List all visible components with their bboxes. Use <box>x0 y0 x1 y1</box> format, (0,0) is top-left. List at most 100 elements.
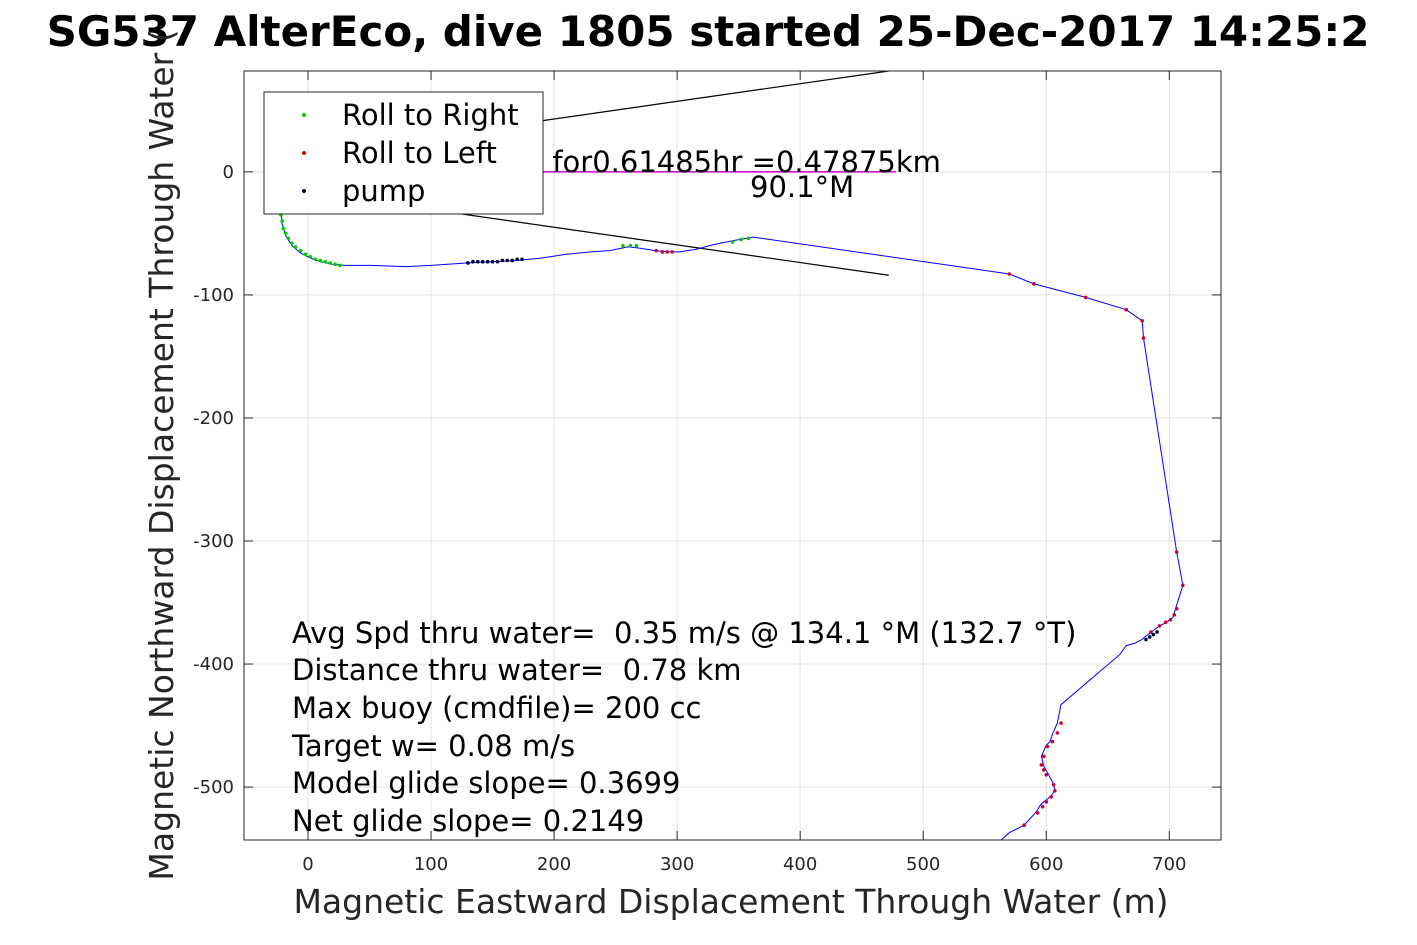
y-tick-label: -200 <box>193 408 234 429</box>
roll-left-point <box>1141 336 1146 340</box>
roll-left-point <box>654 248 659 253</box>
y-tick-label: -400 <box>193 654 234 675</box>
roll-left-point <box>1044 800 1049 804</box>
roll-left-point <box>1045 744 1050 749</box>
pump-point <box>500 258 505 263</box>
roll-left-point <box>1007 272 1012 276</box>
stat-target-w: Target w= 0.08 m/s <box>291 729 575 763</box>
roll-right-point <box>303 252 308 257</box>
y-tick-label: -500 <box>193 777 234 798</box>
roll-left-point <box>1157 624 1162 628</box>
roll-left-point <box>1040 804 1045 809</box>
roll-right-point <box>746 236 751 241</box>
y-tick-label: -300 <box>193 531 234 552</box>
legend-marker-pump <box>302 189 306 193</box>
stats-block: Avg Spd thru water= 0.35 m/s @ 134.1 °M … <box>291 616 1076 838</box>
legend-marker-roll-right <box>302 113 306 117</box>
roll-right-point <box>293 245 298 249</box>
roll-left-point <box>1083 295 1088 300</box>
roll-left-point <box>1059 721 1063 725</box>
pump-point <box>475 259 480 264</box>
roll-right-markers <box>279 213 751 268</box>
x-tick-label: 100 <box>414 854 448 875</box>
pump-point <box>490 259 495 264</box>
stat-net-glide: Net glide slope= 0.2149 <box>292 804 644 838</box>
roll-left-point <box>665 250 670 254</box>
roll-right-point <box>281 226 286 231</box>
chart-title: SG537 AlterEco, dive 1805 started 25-Dec… <box>47 7 1370 56</box>
roll-left-point <box>1163 620 1168 625</box>
roll-left-point <box>1149 630 1153 634</box>
roll-left-point <box>1174 550 1179 554</box>
roll-left-point <box>1044 772 1049 777</box>
roll-left-point <box>1053 788 1057 793</box>
legend: Roll to Right Roll to Left pump <box>263 91 544 215</box>
roll-left-point <box>1181 583 1185 588</box>
roll-left-point <box>1174 606 1179 611</box>
roll-left-point <box>1022 823 1026 828</box>
roll-right-point <box>333 262 337 266</box>
roll-right-point <box>313 257 318 262</box>
roll-right-point <box>286 236 291 241</box>
y-axis-label: Magnetic Northward Displacement Through … <box>142 29 181 880</box>
heading-annotation: 90.1°M <box>750 170 854 204</box>
pump-point <box>510 258 515 263</box>
pump-point <box>520 257 524 262</box>
roll-left-point <box>1042 754 1046 759</box>
roll-left-point <box>1140 318 1145 323</box>
legend-label-roll-right: Roll to Right <box>342 98 519 132</box>
legend-label-roll-left: Roll to Left <box>342 136 497 170</box>
roll-left-point <box>1035 811 1040 815</box>
x-tick-label: 200 <box>537 854 571 875</box>
stat-model-glide: Model glide slope= 0.3699 <box>292 766 680 800</box>
roll-right-point <box>298 248 303 253</box>
roll-right-point <box>739 237 743 242</box>
roll-left-point <box>1055 731 1060 735</box>
roll-right-point <box>318 258 323 263</box>
x-tick-label: 0 <box>302 854 313 875</box>
pump-point <box>480 259 485 264</box>
roll-right-point <box>280 219 284 223</box>
pump-point <box>1147 635 1152 639</box>
x-tick-label: 300 <box>660 854 694 875</box>
y-tick-label: -100 <box>193 285 234 306</box>
roll-left-point <box>1042 768 1046 772</box>
roll-right-point <box>290 241 294 246</box>
stat-max-buoy: Max buoy (cmdfile)= 200 cc <box>292 691 701 725</box>
roll-left-point <box>660 250 665 254</box>
legend-box <box>263 91 544 215</box>
roll-right-point <box>328 261 332 265</box>
roll-left-point <box>1172 613 1177 617</box>
roll-left-point <box>996 841 1000 845</box>
roll-left-point <box>1051 782 1056 787</box>
pump-point <box>1144 637 1148 642</box>
pump-point <box>505 258 510 263</box>
roll-left-point <box>1049 795 1053 799</box>
x-tick-label: 400 <box>783 854 817 875</box>
legend-marker-roll-left <box>302 151 306 155</box>
roll-left-markers <box>654 248 1185 845</box>
pump-point <box>1155 630 1159 634</box>
roll-right-point <box>730 240 735 244</box>
x-axis-label: Magnetic Eastward Displacement Through W… <box>293 882 1168 921</box>
pump-point <box>466 261 470 265</box>
pump-point <box>1151 632 1156 637</box>
roll-left-point <box>1124 307 1129 312</box>
roll-right-point <box>323 259 328 264</box>
pump-point <box>515 257 519 262</box>
y-tick-label: 0 <box>223 162 234 183</box>
roll-right-point <box>621 243 625 248</box>
legend-label-pump: pump <box>342 174 425 208</box>
roll-left-point <box>670 250 675 254</box>
roll-left-point <box>1039 763 1044 767</box>
x-tick-labels: 0 100 200 300 400 500 600 700 <box>302 854 1186 875</box>
x-tick-label: 500 <box>906 854 940 875</box>
roll-left-point <box>1168 617 1173 622</box>
stat-distance: Distance thru water= 0.78 km <box>292 653 742 687</box>
x-tick-label: 600 <box>1029 854 1063 875</box>
roll-right-point <box>628 243 633 248</box>
pump-point <box>485 259 490 264</box>
roll-right-point <box>284 231 288 236</box>
plot-frame <box>243 70 1222 841</box>
